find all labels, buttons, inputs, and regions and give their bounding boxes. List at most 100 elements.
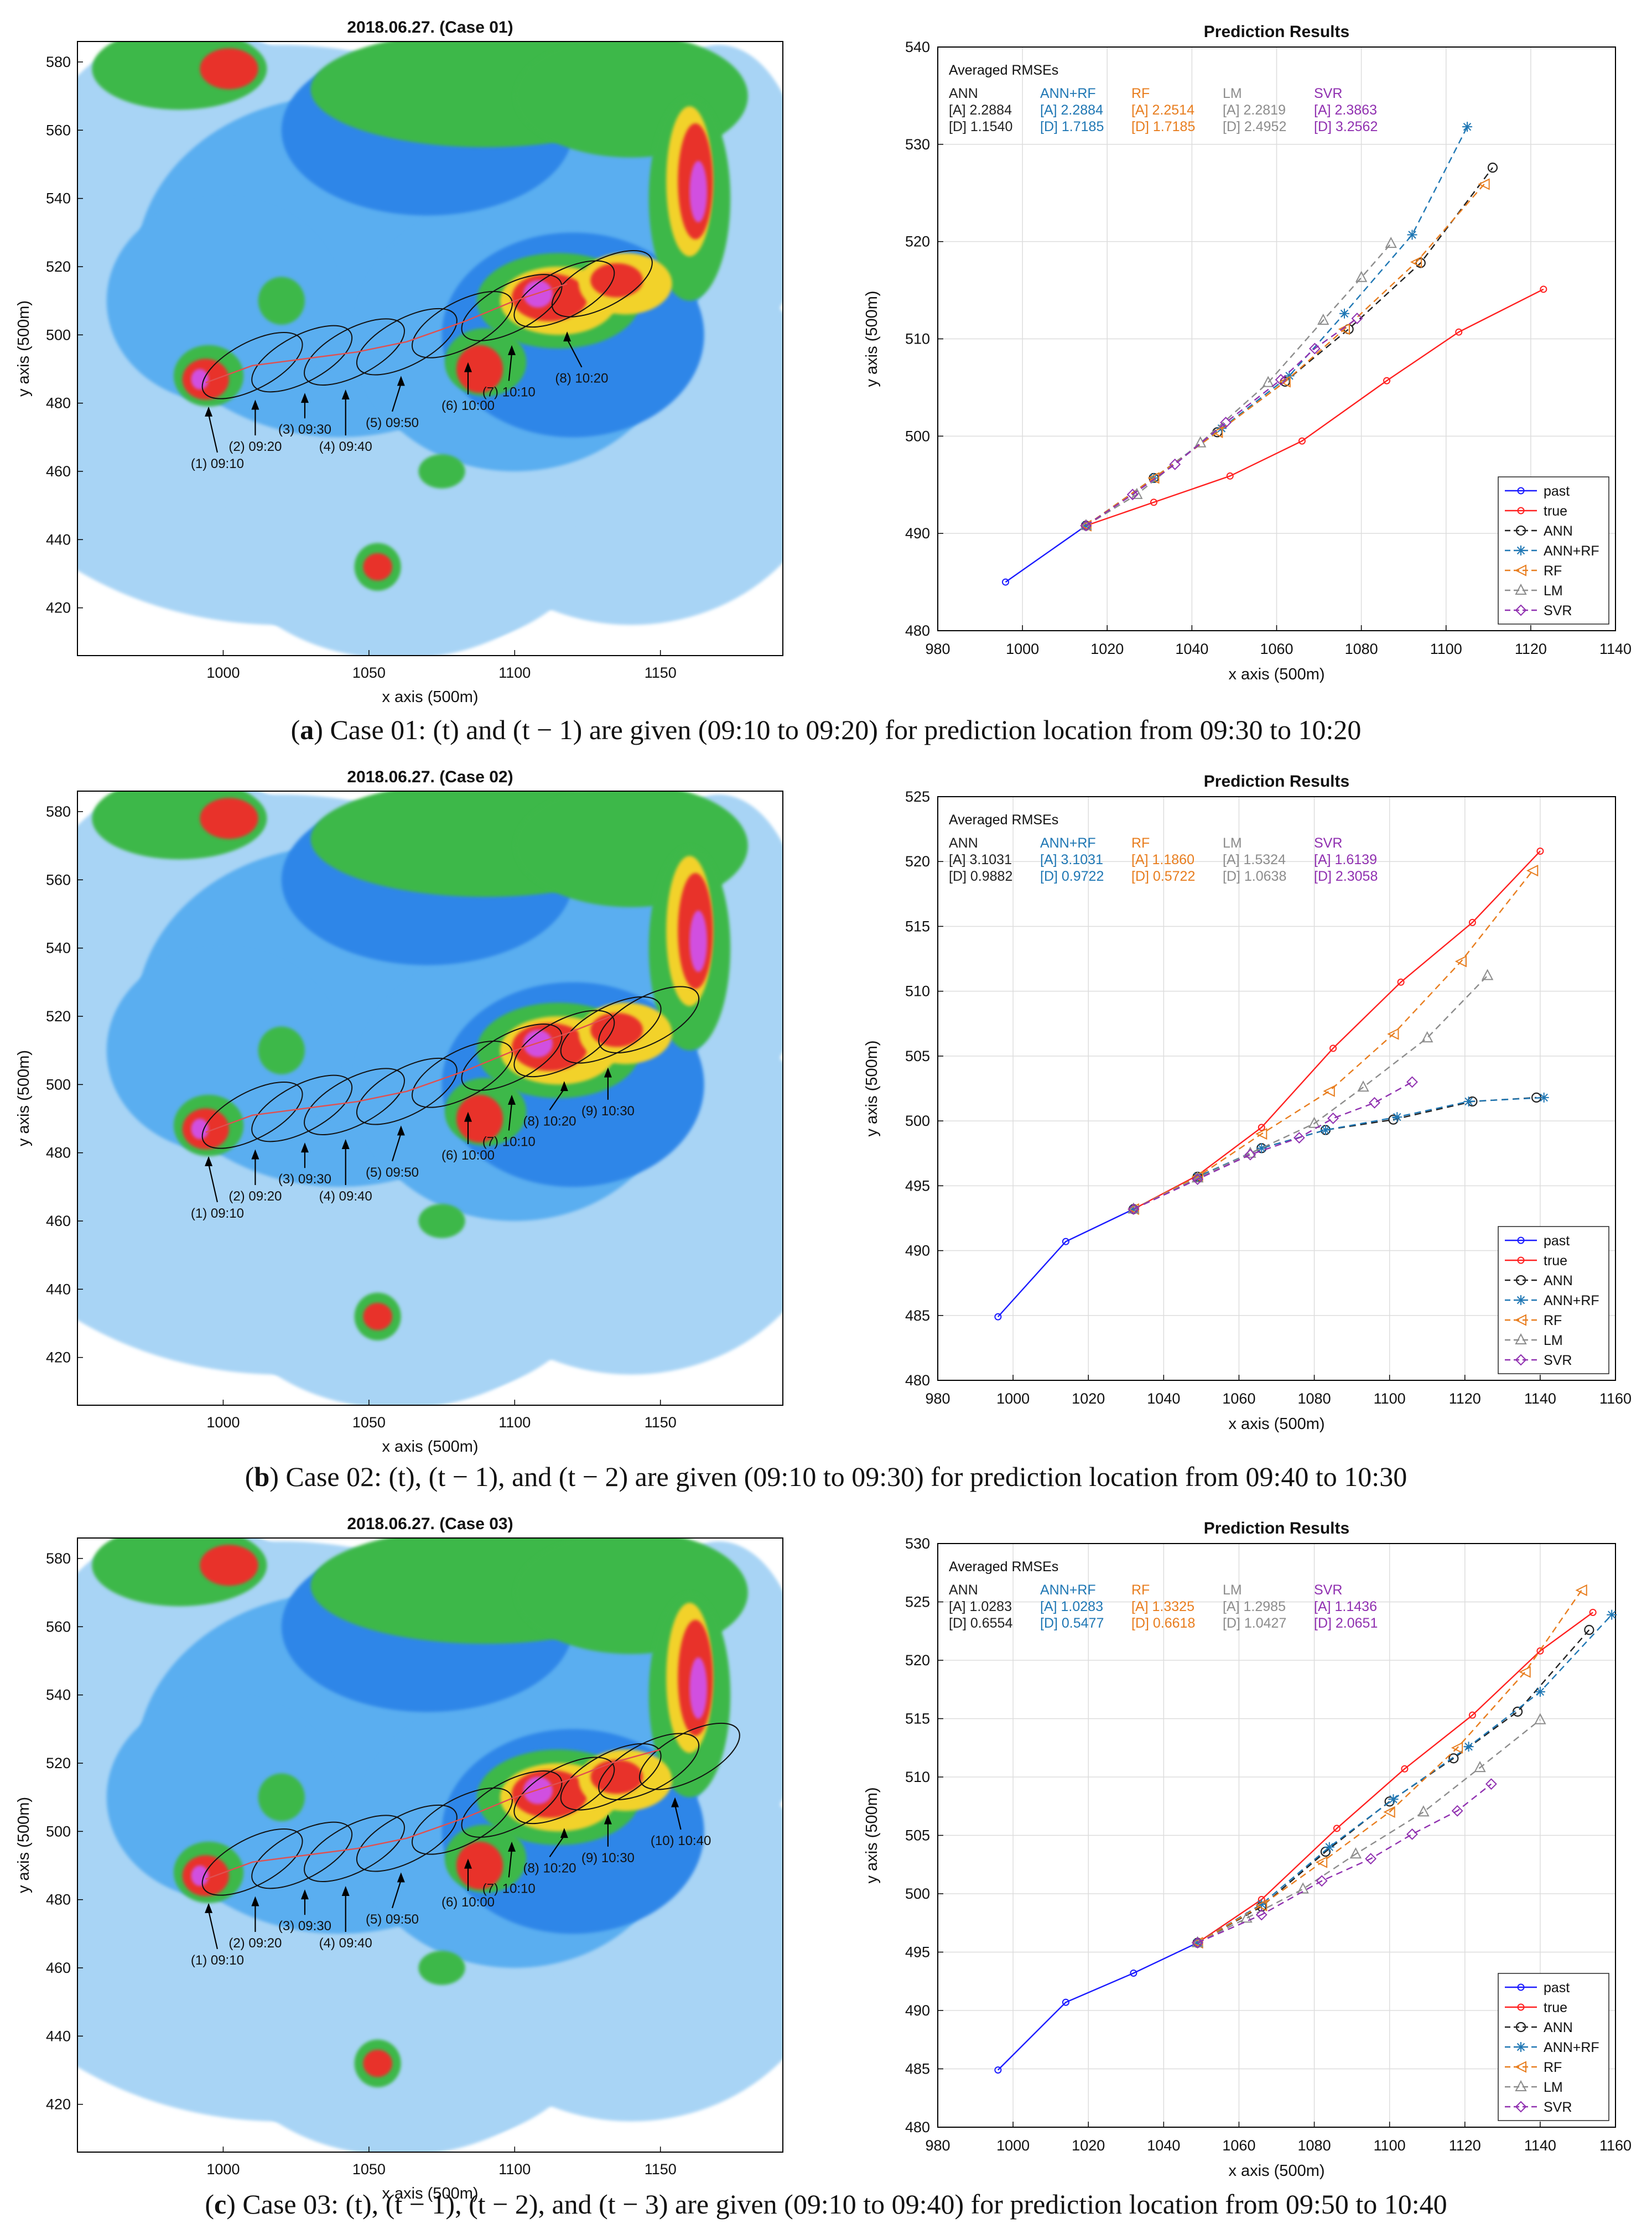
label-arrow — [208, 1910, 218, 1950]
y-tick-label: 515 — [905, 1711, 930, 1727]
prediction-chart-b: 980 1000 1020 1040 1060 1080 1100 1120 1140 1160 4… — [863, 772, 1632, 1433]
prediction-ellipse — [201, 1828, 303, 1896]
prediction-ellipses — [201, 986, 700, 1149]
ann-rf-marker — [1320, 1125, 1331, 1135]
x-tick-label: 1020 — [1090, 641, 1124, 657]
series-line — [1085, 288, 1544, 527]
y-tick-label: 560 — [46, 122, 71, 138]
lm-marker — [1474, 1760, 1486, 1773]
ann-rf-marker — [1256, 1899, 1267, 1909]
x-tick-label: 1150 — [645, 1414, 677, 1431]
rmse-model-name: SVR — [1314, 1582, 1342, 1598]
rf-marker — [1338, 323, 1350, 335]
ann-rf-marker — [1535, 1686, 1545, 1697]
prediction-ellipse — [411, 1788, 513, 1855]
label-arrowhead — [508, 1094, 516, 1105]
x-tick-label: 1020 — [1072, 1390, 1105, 1407]
time-label: (2) 09:20 — [228, 1936, 282, 1951]
x-axis-label: x axis (500m) — [1228, 1415, 1324, 1433]
y-tick-label: 520 — [905, 853, 930, 870]
y-tick-label: 490 — [905, 2002, 930, 2019]
true-marker — [1589, 1608, 1597, 1616]
y-tick-label: 510 — [905, 331, 930, 347]
true-marker — [1517, 507, 1525, 515]
y-tick-label: 440 — [46, 531, 71, 548]
series-line — [1005, 525, 1087, 583]
rf-marker — [1454, 955, 1467, 968]
label-arrowhead — [251, 399, 259, 410]
label-arrow — [391, 383, 402, 412]
label-arrowhead — [508, 345, 516, 355]
time-label: (4) 09:40 — [319, 1189, 372, 1204]
rmse-a-value: [A] 2.2884 — [1040, 102, 1103, 118]
legend-label: LM — [1544, 2080, 1563, 2095]
legend-label: SVR — [1544, 603, 1572, 619]
radar-echo — [363, 1303, 393, 1331]
prediction-ellipse — [461, 1023, 563, 1091]
y-tick-label: 505 — [905, 1048, 930, 1064]
y-tick-label: 500 — [46, 326, 71, 343]
svr-marker — [1275, 373, 1287, 386]
x-tick-label: 1140 — [1524, 2137, 1556, 2154]
map-title: 2018.06.27. (Case 02) — [347, 768, 513, 786]
svr-marker — [1244, 1149, 1256, 1161]
lm-marker — [1515, 2080, 1527, 2091]
x-tick-label: 1140 — [1524, 1390, 1556, 1407]
caption-c: (c) Case 03: (t), (t − 1), (t − 2), and … — [205, 2189, 1447, 2220]
x-tick-label: 980 — [925, 1390, 950, 1407]
y-tick-label: 520 — [905, 233, 930, 250]
y-tick-label: 420 — [46, 1349, 71, 1366]
y-tick-label: 480 — [905, 622, 930, 639]
prediction-chart-a: 980 1000 1020 1040 1060 1080 1100 1120 1140 480 49… — [863, 23, 1632, 683]
svr-marker — [1192, 1173, 1203, 1186]
x-tick-label: 1150 — [645, 664, 677, 681]
radar-map-b: 1000 1050 1100 1150 420 440 460 480 500 520 540 560… — [15, 768, 783, 1456]
time-label: (8) 10:20 — [523, 1861, 576, 1875]
lm-marker — [1357, 1080, 1369, 1092]
rmse-d-value: [D] 0.9882 — [949, 869, 1012, 884]
prediction-ellipse — [513, 260, 615, 328]
plot-frame — [937, 796, 1616, 1381]
y-tick-label: 525 — [905, 1594, 930, 1610]
rmse-d-value: [D] 3.2562 — [1314, 119, 1378, 134]
legend-label: LM — [1544, 1333, 1563, 1348]
y-tick-label: 580 — [46, 1550, 71, 1567]
y-tick-label: 480 — [46, 1145, 71, 1161]
radar-field — [77, 791, 783, 1405]
label-arrowhead — [300, 1142, 309, 1153]
ann-rf-marker — [1388, 1794, 1399, 1805]
lm-marker — [1417, 1805, 1430, 1817]
prediction-ellipse — [201, 1082, 303, 1149]
label-arrowhead — [560, 1081, 568, 1092]
legend: past true ANN ANN+RF RF LM SVR — [1498, 1226, 1609, 1374]
legend-label: LM — [1544, 583, 1563, 599]
rmse-d-value: [D] 0.6554 — [949, 1615, 1012, 1631]
time-label: (3) 09:30 — [278, 1919, 331, 1934]
time-label: (6) 10:00 — [441, 1895, 495, 1910]
radar-echo — [523, 280, 553, 308]
y-tick-label: 485 — [905, 1307, 930, 1324]
y-tick-label: 515 — [905, 918, 930, 934]
y-tick-label: 480 — [905, 1372, 930, 1389]
y-axis-label: y axis (500m) — [15, 300, 33, 397]
map-title: 2018.06.27. (Case 03) — [347, 1515, 513, 1533]
ann-marker — [1515, 1275, 1526, 1286]
lm-marker — [1240, 1911, 1253, 1923]
radar-echo — [590, 1759, 643, 1794]
rmse-heading: Averaged RMSEs — [949, 1559, 1058, 1575]
radar-echo — [223, 420, 573, 656]
time-label: (2) 09:20 — [228, 1189, 282, 1204]
time-label: (6) 10:00 — [441, 1148, 495, 1163]
radar-echo — [363, 553, 393, 581]
series-rf — [1191, 1584, 1587, 1949]
x-tick-label: 1000 — [1006, 641, 1039, 657]
storm-track — [205, 283, 568, 383]
label-arrow — [508, 352, 513, 381]
svr-marker — [1293, 1132, 1305, 1144]
prediction-ellipse — [560, 1743, 662, 1811]
prediction-ellipse — [551, 250, 653, 318]
x-tick-label: 1140 — [1599, 641, 1632, 657]
svr-marker — [1128, 1203, 1140, 1215]
ann-rf-marker — [1607, 1609, 1617, 1620]
